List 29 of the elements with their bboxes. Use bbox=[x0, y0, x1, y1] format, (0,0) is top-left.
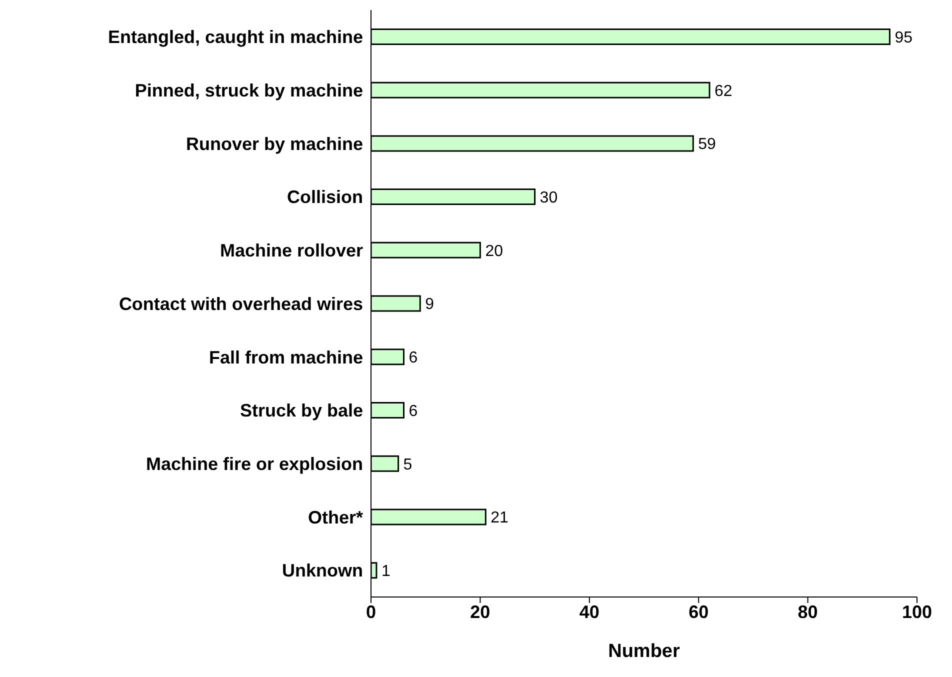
x-tick-label: 0 bbox=[366, 602, 376, 622]
data-label: 30 bbox=[540, 189, 558, 206]
data-label: 59 bbox=[698, 136, 716, 154]
x-axis-title: Number bbox=[608, 641, 680, 662]
x-tick-label: 40 bbox=[579, 602, 600, 622]
y-tick-label: Struck by bale bbox=[240, 400, 363, 421]
data-label: 21 bbox=[490, 510, 509, 527]
data-label: 6 bbox=[408, 350, 418, 367]
y-tick-label: Fall from machine bbox=[208, 347, 363, 368]
y-tick-label: Runover by machine bbox=[186, 134, 363, 154]
x-tick-label: 60 bbox=[688, 602, 709, 622]
y-tick-label: Unknown bbox=[282, 560, 363, 581]
y-tick-label: Pinned, struck by machine bbox=[134, 80, 363, 100]
x-tick-label: 80 bbox=[798, 602, 818, 622]
y-tick-label: Machine fire or explosion bbox=[146, 454, 363, 474]
data-label: 5 bbox=[403, 456, 412, 474]
data-label: 6 bbox=[408, 402, 418, 420]
data-label: 9 bbox=[425, 296, 434, 314]
y-tick-label: Entangled, caught in machine bbox=[108, 27, 363, 48]
data-label: 1 bbox=[381, 563, 390, 580]
y-tick-label: Contact with overhead wires bbox=[118, 294, 363, 314]
data-label: 20 bbox=[485, 242, 504, 260]
y-tick-label: Machine rollover bbox=[220, 240, 363, 261]
x-tick-label: 20 bbox=[470, 602, 490, 622]
y-tick-label: Collision bbox=[287, 187, 363, 208]
data-label: 62 bbox=[714, 82, 732, 100]
y-tick-label: Other* bbox=[308, 507, 363, 528]
x-tick-label: 100 bbox=[902, 602, 932, 622]
data-label: 95 bbox=[894, 29, 913, 46]
